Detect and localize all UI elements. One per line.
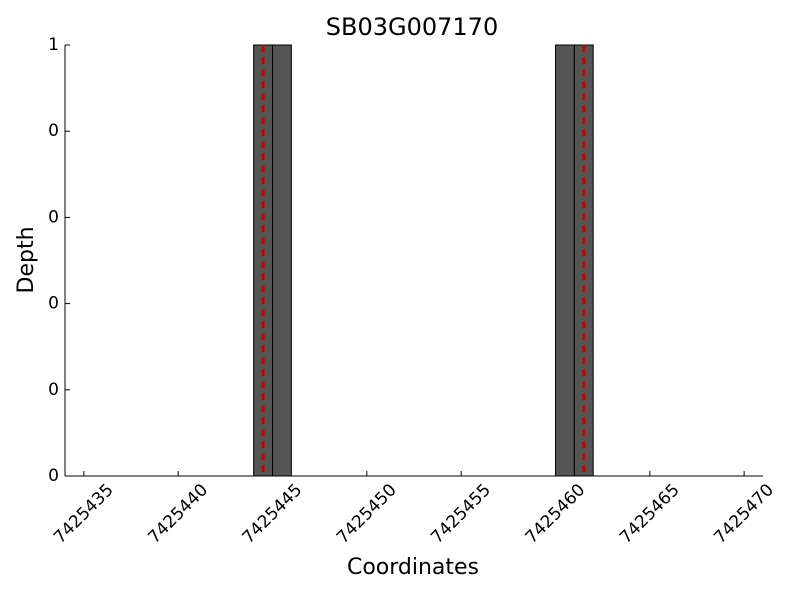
bar — [554, 44, 575, 477]
x-tick-label: 7425445 — [239, 480, 307, 548]
y-tick-label: 0 — [48, 121, 59, 141]
y-tick-label: 0 — [48, 294, 59, 314]
x-axis-label: Coordinates — [347, 555, 479, 580]
x-tick-label: 7425435 — [50, 480, 118, 548]
x-tick-label: 7425440 — [144, 480, 212, 548]
x-tick-label: 7425470 — [710, 480, 778, 548]
x-tick-label: 7425450 — [333, 480, 401, 548]
y-axis-label: Depth — [14, 226, 39, 293]
y-tick-label: 1 — [48, 35, 59, 55]
y-tick-label: 0 — [48, 207, 59, 227]
y-tick-label: 0 — [48, 380, 59, 400]
x-tick-label: 7425460 — [522, 480, 590, 548]
x-tick-label: 7425465 — [616, 480, 684, 548]
bar — [272, 44, 292, 477]
chart-title: SB03G007170 — [326, 13, 498, 41]
x-tick-label: 7425455 — [427, 480, 495, 548]
y-tick-label: 0 — [48, 466, 59, 486]
